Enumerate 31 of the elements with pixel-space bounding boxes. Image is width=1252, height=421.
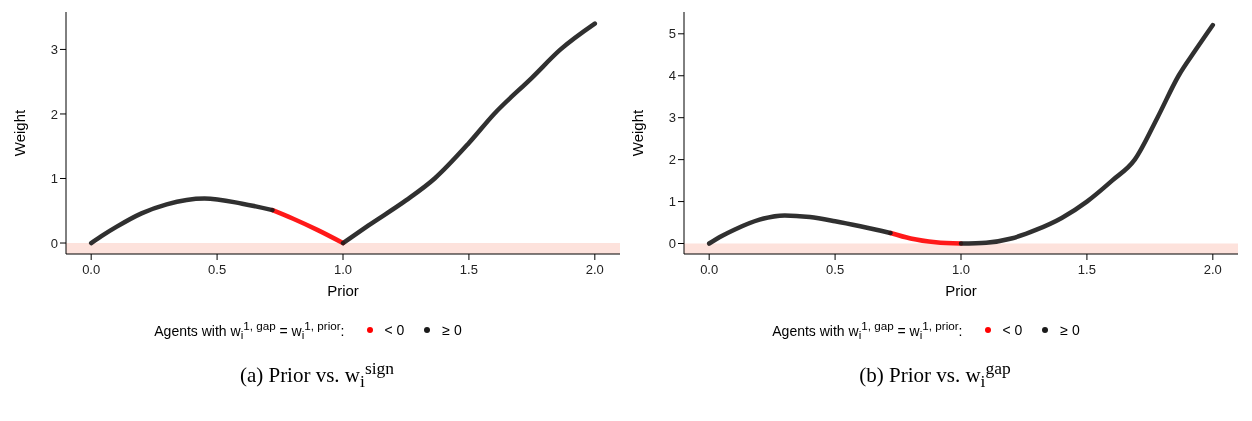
y-tick-label: 3 bbox=[668, 110, 676, 126]
x-tick-label: 0.0 bbox=[700, 262, 719, 277]
x-tick-label: 0.5 bbox=[208, 262, 227, 277]
x-axis-title: Prior bbox=[327, 282, 359, 299]
legend-title: Agents with w$_{i}$$^{1, gap}$ = w$_{i}$$^{1, prior}$: bbox=[154, 318, 345, 342]
y-tick-label: 0 bbox=[50, 235, 58, 251]
y-tick-label: 3 bbox=[50, 42, 58, 58]
y-axis-title: Weight bbox=[629, 108, 647, 157]
legend-title: Agents with w$_{i}$$^{1, gap}$ = w$_{i}$$^{1, prior}$: bbox=[772, 318, 963, 342]
y-tick-label: 2 bbox=[668, 152, 676, 168]
legend-label: < 0 bbox=[1002, 322, 1023, 338]
x-tick-label: 1.5 bbox=[1077, 262, 1096, 277]
y-tick-label: 0 bbox=[668, 236, 676, 252]
x-tick-label: 2.0 bbox=[585, 262, 604, 277]
y-tick-label: 2 bbox=[50, 106, 58, 122]
legend-label: < 0 bbox=[384, 322, 405, 338]
x-tick-label: 2.0 bbox=[1203, 262, 1222, 277]
line-series bbox=[270, 207, 346, 246]
x-tick-label: 0.5 bbox=[826, 262, 845, 277]
y-tick-label: 1 bbox=[50, 171, 58, 187]
x-tick-label: 1.5 bbox=[459, 262, 478, 277]
x-tick-label: 1.0 bbox=[333, 262, 353, 277]
y-tick-label: 1 bbox=[668, 194, 676, 210]
y-tick-label: 5 bbox=[668, 26, 676, 42]
legend-label: ≥ 0 bbox=[1060, 322, 1080, 338]
x-tick-label: 1.0 bbox=[951, 262, 971, 277]
y-tick-label: 4 bbox=[668, 68, 676, 84]
x-axis-title: Prior bbox=[945, 282, 977, 299]
legend-label: ≥ 0 bbox=[442, 322, 462, 338]
x-tick-label: 0.0 bbox=[82, 262, 101, 277]
y-axis-title: Weight bbox=[11, 108, 29, 157]
